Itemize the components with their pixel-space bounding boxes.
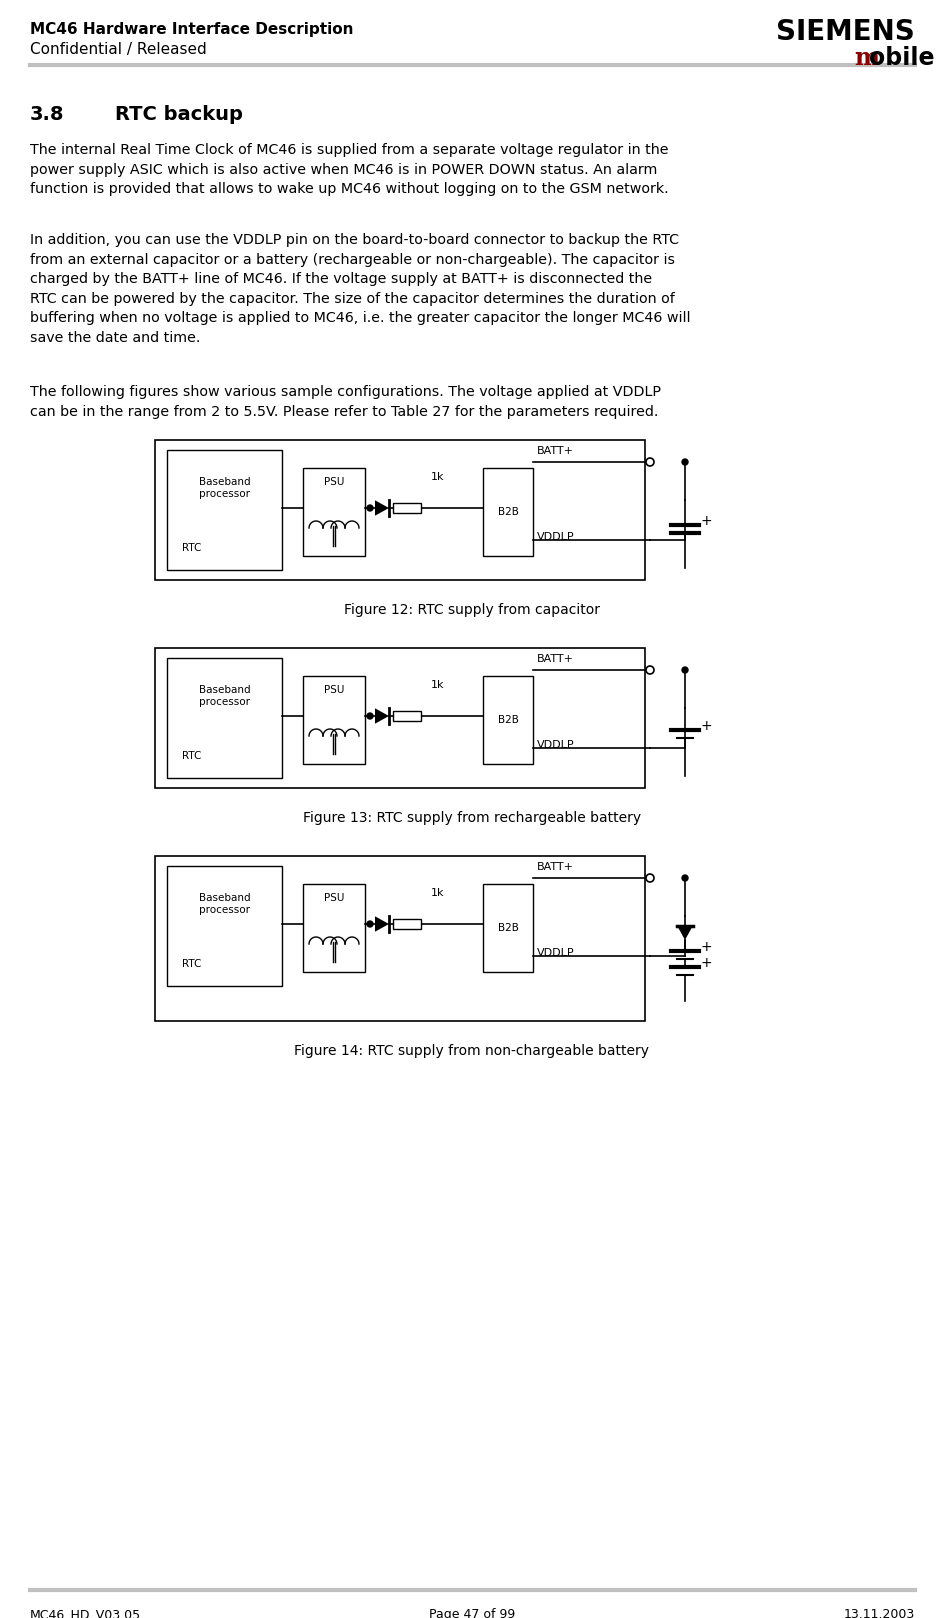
- Text: 1k: 1k: [430, 472, 445, 482]
- Text: Page 47 of 99: Page 47 of 99: [429, 1608, 514, 1618]
- Text: Figure 14: RTC supply from non-chargeable battery: Figure 14: RTC supply from non-chargeabl…: [295, 1044, 649, 1058]
- Text: The following figures show various sample configurations. The voltage applied at: The following figures show various sampl…: [30, 385, 660, 419]
- Text: 1k: 1k: [430, 680, 445, 689]
- Bar: [155, 440, 645, 579]
- Text: obile: obile: [868, 45, 934, 70]
- Bar: [393, 503, 421, 513]
- Polygon shape: [677, 925, 692, 940]
- Text: Baseband
processor: Baseband processor: [198, 684, 250, 707]
- Text: +: +: [700, 718, 712, 733]
- Circle shape: [646, 458, 653, 466]
- Text: PSU: PSU: [324, 893, 344, 903]
- Bar: [167, 659, 281, 778]
- Polygon shape: [375, 916, 389, 932]
- Text: PSU: PSU: [324, 684, 344, 696]
- Bar: [303, 676, 364, 764]
- Bar: [155, 647, 645, 788]
- Bar: [303, 468, 364, 557]
- Text: 1k: 1k: [430, 888, 445, 898]
- Text: VDDLP: VDDLP: [536, 948, 574, 958]
- Circle shape: [682, 460, 687, 464]
- Text: B2B: B2B: [497, 922, 518, 934]
- Text: +: +: [700, 956, 712, 971]
- Text: +: +: [700, 515, 712, 527]
- Text: SIEMENS: SIEMENS: [775, 18, 914, 45]
- Text: Figure 13: RTC supply from rechargeable battery: Figure 13: RTC supply from rechargeable …: [303, 811, 640, 825]
- Text: Confidential / Released: Confidential / Released: [30, 42, 207, 57]
- Text: 3.8: 3.8: [30, 105, 64, 125]
- Bar: [393, 919, 421, 929]
- Text: BATT+: BATT+: [536, 447, 573, 456]
- Polygon shape: [375, 500, 389, 516]
- Bar: [393, 710, 421, 722]
- Text: VDDLP: VDDLP: [536, 739, 574, 751]
- Bar: [167, 866, 281, 985]
- Text: 13.11.2003: 13.11.2003: [843, 1608, 914, 1618]
- Bar: [303, 883, 364, 972]
- Circle shape: [646, 874, 653, 882]
- Bar: [167, 450, 281, 570]
- Text: BATT+: BATT+: [536, 862, 573, 872]
- Circle shape: [366, 714, 373, 718]
- Text: MC46_HD_V03.05: MC46_HD_V03.05: [30, 1608, 141, 1618]
- Text: VDDLP: VDDLP: [536, 532, 574, 542]
- Polygon shape: [375, 709, 389, 723]
- Text: RTC backup: RTC backup: [115, 105, 243, 125]
- Text: RTC: RTC: [182, 959, 201, 969]
- Text: RTC: RTC: [182, 751, 201, 760]
- Text: MC46 Hardware Interface Description: MC46 Hardware Interface Description: [30, 23, 353, 37]
- Text: Figure 12: RTC supply from capacitor: Figure 12: RTC supply from capacitor: [344, 604, 599, 616]
- Bar: [482, 676, 532, 764]
- Text: In addition, you can use the VDDLP pin on the board-to-board connector to backup: In addition, you can use the VDDLP pin o…: [30, 233, 690, 345]
- Text: B2B: B2B: [497, 506, 518, 518]
- Text: Baseband
processor: Baseband processor: [198, 477, 250, 498]
- Bar: [155, 856, 645, 1021]
- Text: BATT+: BATT+: [536, 654, 573, 663]
- Circle shape: [682, 875, 687, 880]
- Text: B2B: B2B: [497, 715, 518, 725]
- Text: Baseband
processor: Baseband processor: [198, 893, 250, 914]
- Bar: [482, 883, 532, 972]
- Circle shape: [646, 667, 653, 675]
- Circle shape: [366, 921, 373, 927]
- Text: m: m: [853, 45, 878, 70]
- Bar: [482, 468, 532, 557]
- Text: PSU: PSU: [324, 477, 344, 487]
- Text: +: +: [700, 940, 712, 955]
- Circle shape: [366, 505, 373, 511]
- Text: The internal Real Time Clock of MC46 is supplied from a separate voltage regulat: The internal Real Time Clock of MC46 is …: [30, 142, 668, 196]
- Text: RTC: RTC: [182, 544, 201, 553]
- Circle shape: [682, 667, 687, 673]
